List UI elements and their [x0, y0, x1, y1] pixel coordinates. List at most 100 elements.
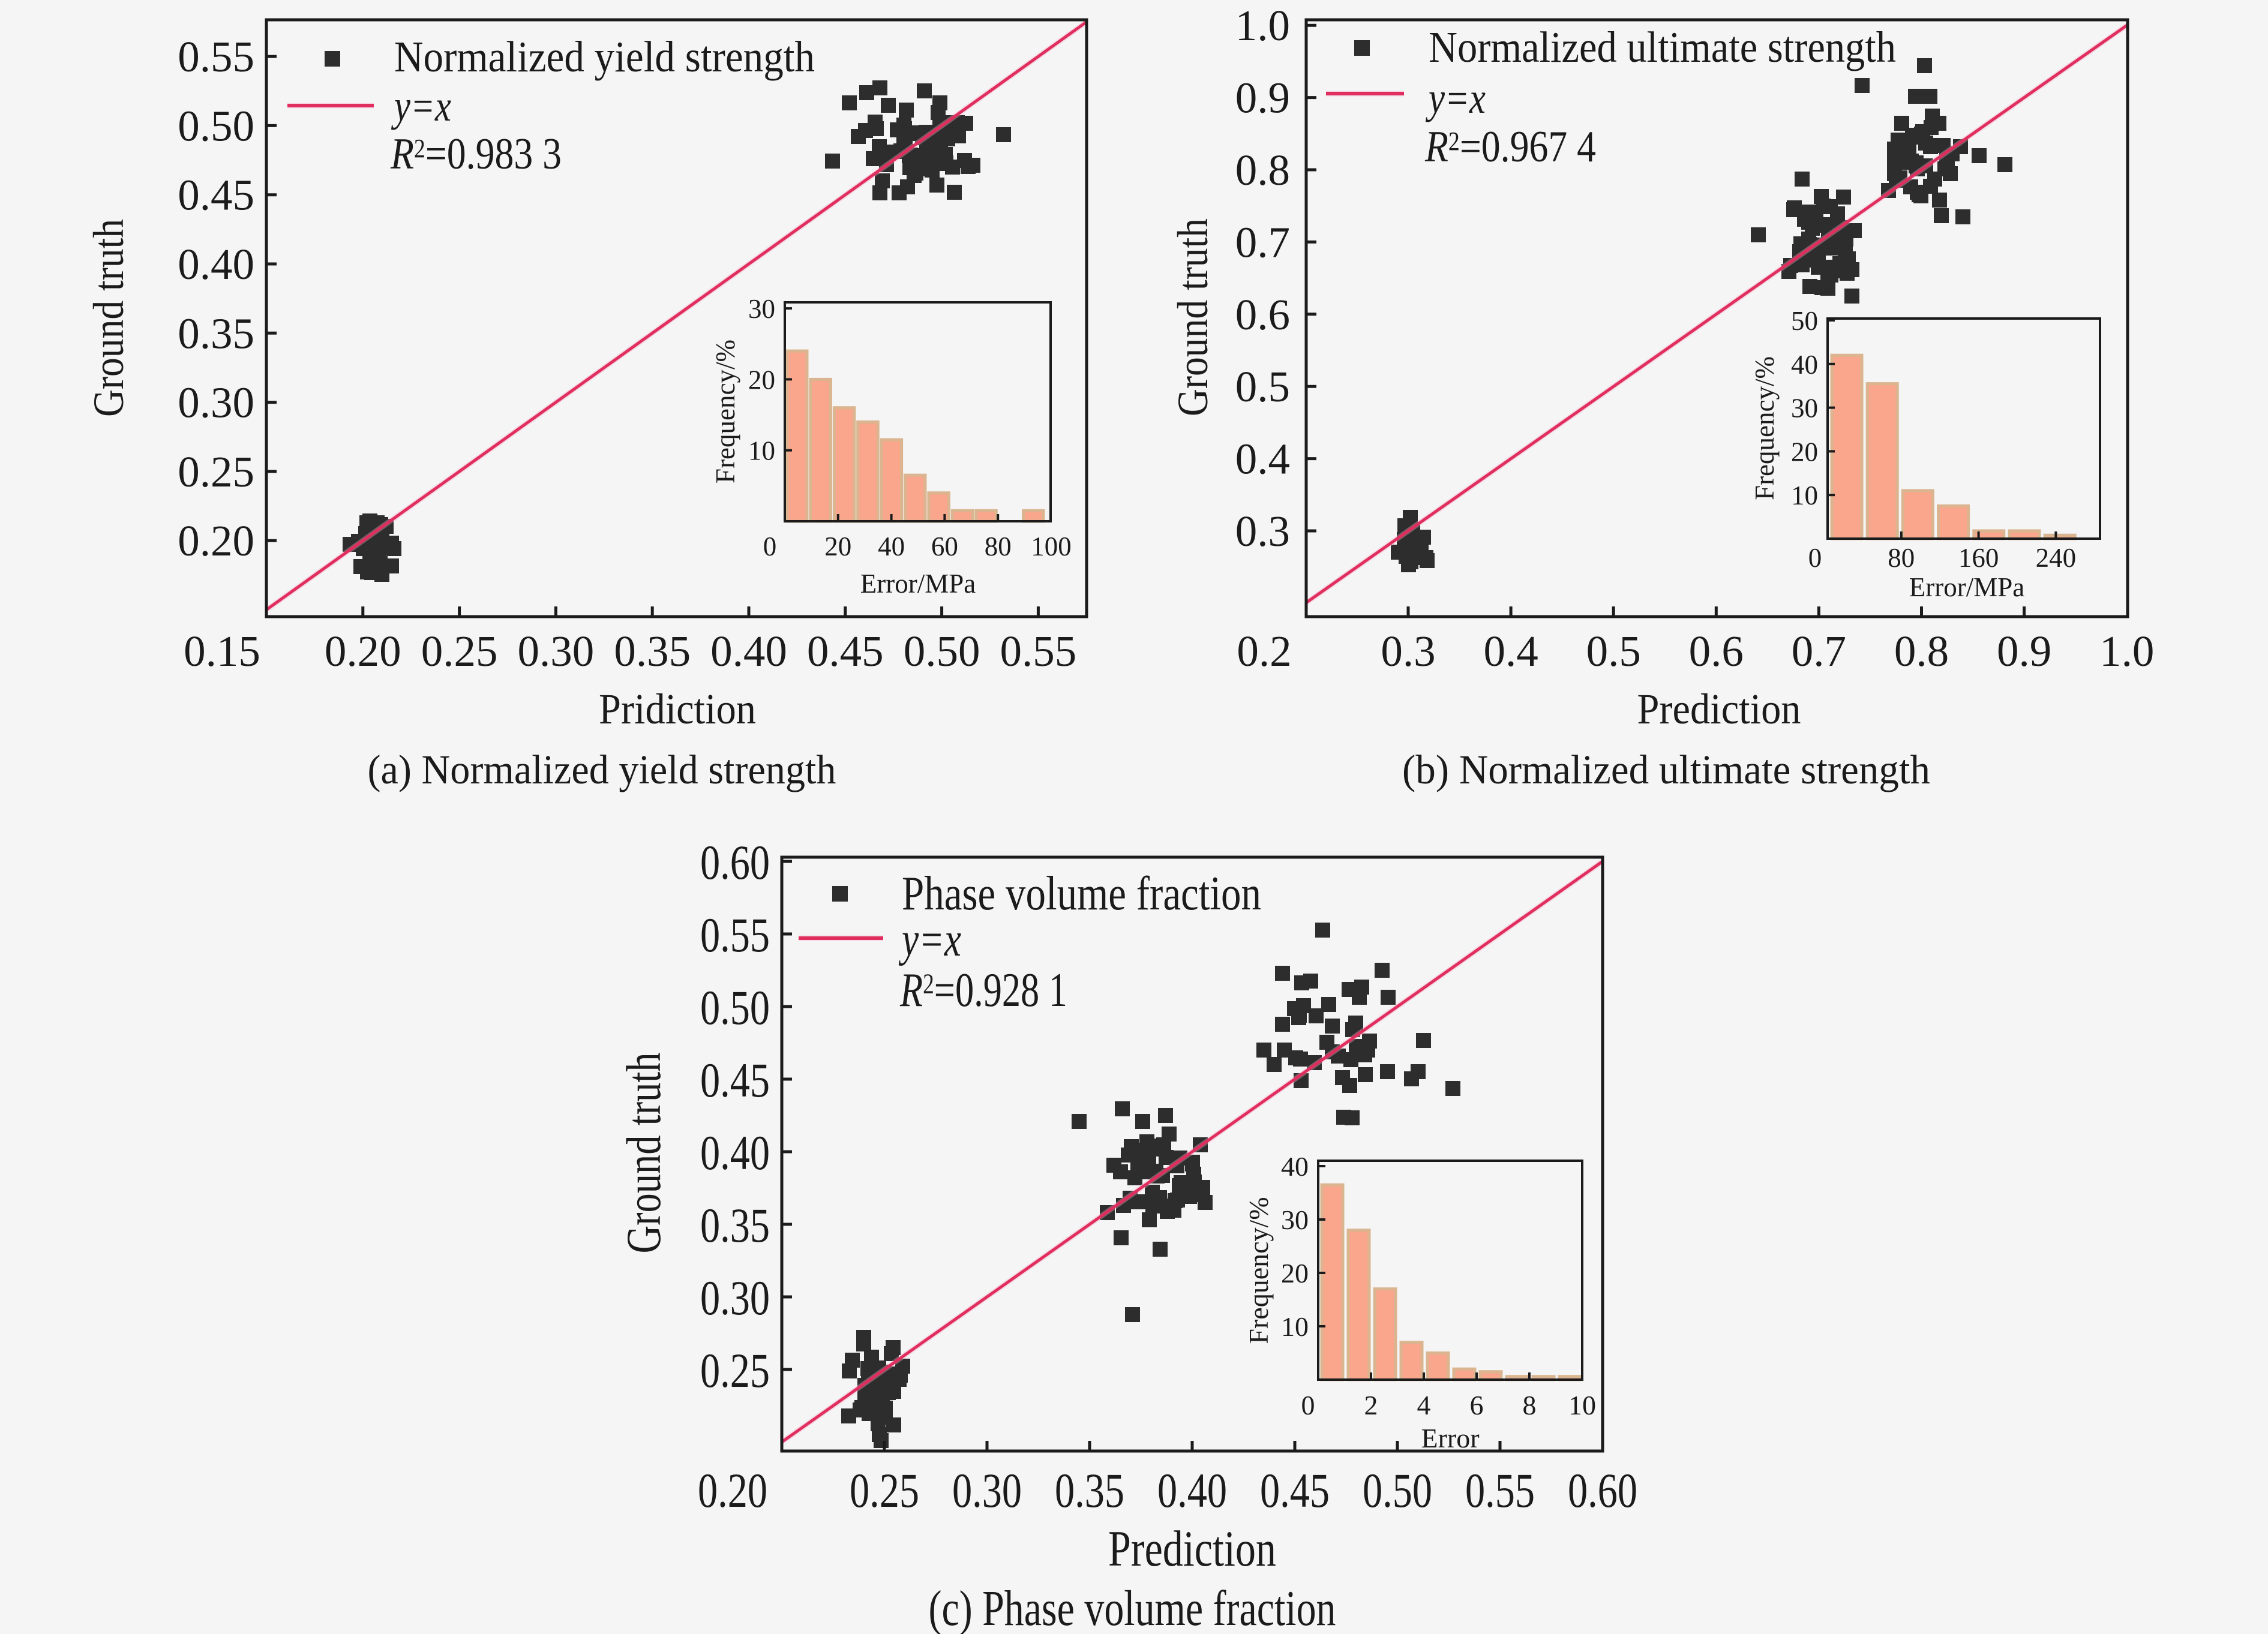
svg-text:(a) Normalized yield strength: (a) Normalized yield strength [368, 747, 836, 792]
svg-text:Pridiction: Pridiction [599, 685, 756, 733]
svg-text:0.3: 0.3 [1381, 627, 1435, 675]
svg-text:0.55: 0.55 [700, 908, 770, 962]
svg-text:160: 160 [1958, 543, 1999, 573]
svg-text:Error: Error [1421, 1423, 1479, 1453]
svg-text:0: 0 [1301, 1390, 1315, 1420]
svg-text:0: 0 [763, 531, 777, 561]
svg-text:4: 4 [1417, 1390, 1431, 1420]
svg-text:0.25: 0.25 [700, 1343, 770, 1398]
svg-text:8: 8 [1523, 1390, 1537, 1420]
svg-text:0.60: 0.60 [700, 835, 770, 890]
svg-text:0.7: 0.7 [1235, 218, 1290, 266]
svg-text:Prediction: Prediction [1637, 685, 1801, 733]
svg-text:R2=0.928 1: R2=0.928 1 [899, 964, 1067, 1017]
svg-text:50: 50 [1791, 306, 1818, 336]
svg-text:Error/MPa: Error/MPa [1909, 572, 2024, 602]
svg-text:0.30: 0.30 [952, 1463, 1022, 1518]
svg-text:30: 30 [1791, 394, 1818, 423]
svg-text:0.30: 0.30 [700, 1270, 770, 1325]
svg-text:30: 30 [748, 294, 775, 324]
svg-text:60: 60 [931, 531, 958, 561]
svg-text:10: 10 [1281, 1311, 1309, 1342]
svg-text:0.35: 0.35 [700, 1198, 770, 1252]
svg-text:10: 10 [1791, 480, 1818, 510]
svg-text:40: 40 [878, 531, 905, 561]
svg-text:0.6: 0.6 [1689, 627, 1744, 675]
svg-text:1.0: 1.0 [2099, 627, 2154, 675]
svg-text:y=x: y=x [1425, 74, 1486, 122]
svg-text:0.25: 0.25 [178, 447, 254, 496]
svg-text:0.9: 0.9 [1997, 627, 2051, 675]
svg-text:0.25: 0.25 [421, 627, 498, 675]
svg-text:0.55: 0.55 [1000, 627, 1077, 675]
svg-text:80: 80 [1888, 543, 1915, 573]
svg-text:R2=0.967 4: R2=0.967 4 [1424, 122, 1596, 172]
svg-text:40: 40 [1791, 350, 1818, 380]
svg-text:Ground truth: Ground truth [1169, 218, 1217, 416]
svg-text:Normalized ultimate strength: Normalized ultimate strength [1429, 23, 1896, 71]
svg-text:0.50: 0.50 [700, 980, 770, 1035]
svg-text:(c) Phase volume fraction: (c) Phase volume fraction [929, 1581, 1336, 1634]
svg-text:0: 0 [1808, 543, 1822, 573]
svg-text:0.35: 0.35 [178, 309, 254, 358]
svg-text:0.35: 0.35 [1055, 1463, 1124, 1518]
svg-text:Phase volume fraction: Phase volume fraction [902, 867, 1261, 920]
svg-text:0.7: 0.7 [1792, 627, 1846, 675]
svg-text:0.2: 0.2 [1237, 627, 1291, 675]
svg-text:0.45: 0.45 [1260, 1463, 1330, 1518]
svg-text:0.4: 0.4 [1235, 435, 1290, 483]
svg-text:100: 100 [1031, 531, 1072, 561]
svg-text:0.9: 0.9 [1235, 74, 1290, 122]
svg-text:Error/MPa: Error/MPa [860, 569, 976, 599]
svg-text:0.20: 0.20 [178, 516, 254, 565]
svg-text:1.0: 1.0 [1235, 1, 1290, 50]
svg-text:0.45: 0.45 [178, 171, 254, 220]
svg-text:0.40: 0.40 [1157, 1463, 1227, 1518]
svg-text:Frequency/%: Frequency/% [1750, 356, 1780, 500]
svg-text:(b) Normalized ultimate streng: (b) Normalized ultimate strength [1402, 747, 1930, 792]
svg-text:0.6: 0.6 [1235, 290, 1290, 339]
svg-text:0.5: 0.5 [1586, 627, 1641, 675]
svg-text:0.30: 0.30 [178, 379, 254, 427]
svg-text:0.20: 0.20 [698, 1463, 767, 1518]
svg-text:6: 6 [1470, 1390, 1484, 1420]
svg-text:Prediction: Prediction [1108, 1521, 1276, 1577]
svg-text:240: 240 [2036, 543, 2077, 573]
svg-text:0.5: 0.5 [1235, 362, 1290, 411]
svg-text:Ground truth: Ground truth [85, 219, 133, 417]
svg-text:0.40: 0.40 [710, 627, 787, 675]
svg-text:0.45: 0.45 [807, 627, 884, 675]
svg-text:0.20: 0.20 [325, 627, 401, 675]
svg-text:10: 10 [1568, 1390, 1596, 1420]
svg-text:0.4: 0.4 [1483, 627, 1538, 675]
svg-text:0.15: 0.15 [184, 627, 260, 675]
svg-text:0.55: 0.55 [178, 32, 254, 81]
svg-text:Frequency/%: Frequency/% [1243, 1197, 1274, 1344]
svg-text:40: 40 [1281, 1151, 1309, 1182]
svg-text:30: 30 [1281, 1205, 1309, 1235]
svg-text:0.40: 0.40 [700, 1125, 770, 1180]
svg-text:Frequency/%: Frequency/% [710, 340, 740, 483]
svg-text:0.30: 0.30 [518, 627, 595, 675]
svg-text:0.40: 0.40 [178, 240, 254, 289]
svg-text:0.3: 0.3 [1235, 507, 1290, 555]
svg-text:0.50: 0.50 [1363, 1463, 1432, 1518]
svg-text:0.50: 0.50 [904, 627, 980, 675]
svg-text:2: 2 [1364, 1390, 1378, 1420]
svg-text:20: 20 [824, 531, 851, 561]
svg-text:Ground truth: Ground truth [616, 1053, 671, 1254]
svg-text:y=x: y=x [391, 82, 451, 130]
svg-text:10: 10 [748, 436, 775, 466]
svg-text:0.8: 0.8 [1894, 627, 1949, 675]
svg-text:20: 20 [1281, 1258, 1309, 1288]
svg-text:Normalized yield strength: Normalized yield strength [394, 32, 815, 81]
svg-text:0.55: 0.55 [1465, 1463, 1535, 1518]
svg-text:0.25: 0.25 [850, 1463, 919, 1518]
svg-text:80: 80 [985, 531, 1012, 561]
svg-text:0.45: 0.45 [700, 1053, 770, 1107]
svg-text:0.8: 0.8 [1235, 146, 1290, 194]
svg-text:0.50: 0.50 [178, 101, 254, 150]
svg-text:20: 20 [1791, 437, 1818, 467]
svg-text:0.60: 0.60 [1568, 1463, 1637, 1518]
svg-text:y=x: y=x [898, 914, 961, 966]
